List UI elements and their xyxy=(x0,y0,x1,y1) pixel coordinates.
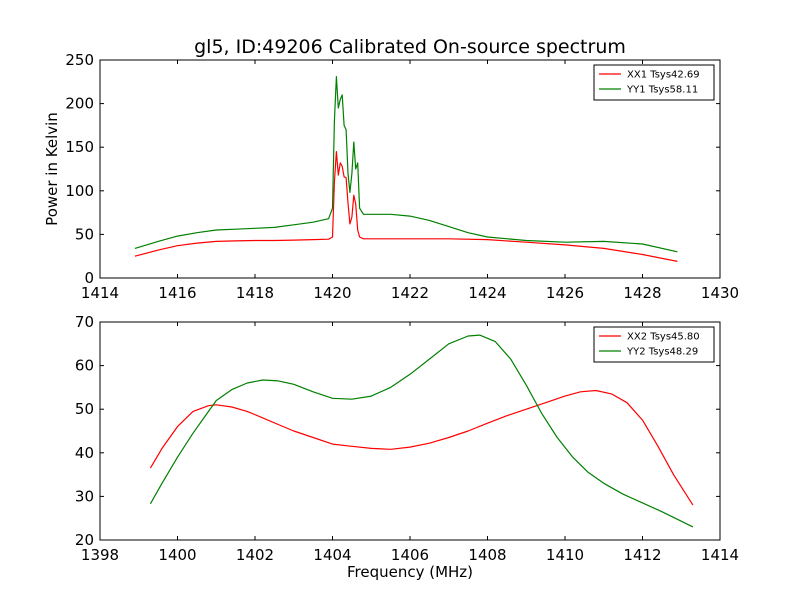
legend-label: YY2 Tsys48.29 xyxy=(626,347,698,358)
x-tick-label: 1420 xyxy=(313,284,351,302)
legend-label: YY1 Tsys58.11 xyxy=(626,85,698,96)
x-tick-label: 1400 xyxy=(158,546,196,564)
series-line-2-1 xyxy=(149,389,694,506)
y-tick-label: 150 xyxy=(65,138,94,156)
legend-label: XX1 Tsys42.69 xyxy=(627,70,700,81)
x-tick-label: 1418 xyxy=(236,284,274,302)
y-tick-label: 70 xyxy=(75,313,94,331)
x-tick-label: 1430 xyxy=(701,284,739,302)
series-line-1-1 xyxy=(134,151,678,262)
x-tick-label: 1412 xyxy=(623,546,661,564)
y-tick-label: 200 xyxy=(65,95,94,113)
legend-label: XX2 Tsys45.80 xyxy=(627,332,700,343)
chart-title: gl5, ID:49206 Calibrated On-source spect… xyxy=(194,36,626,58)
y-tick-label: 60 xyxy=(75,357,94,375)
x-tick-label: 1404 xyxy=(313,546,351,564)
y-tick-label: 20 xyxy=(75,531,94,549)
x-tick-label: 1398 xyxy=(81,546,119,564)
x-tick-label: 1410 xyxy=(546,546,584,564)
top-spectrum-panel: 1414 1416 1418 1420 1422 1424 1426 1428 1430 0 50 1… xyxy=(43,51,739,302)
series-line-2-2 xyxy=(149,334,694,528)
y-tick-label: 40 xyxy=(75,444,94,462)
x-tick-label: 1414 xyxy=(701,546,739,564)
x-tick-label: 1408 xyxy=(468,546,506,564)
x-tick-label: 1414 xyxy=(81,284,119,302)
x-tick-label: 1426 xyxy=(546,284,584,302)
y-tick-label: 50 xyxy=(75,400,94,418)
legend: XX1 Tsys42.69 YY1 Tsys58.11 xyxy=(593,64,715,101)
y-tick-label: 250 xyxy=(65,51,94,69)
legend-box xyxy=(593,64,715,101)
x-tick-label: 1406 xyxy=(391,546,429,564)
bottom-spectrum-panel: 1398 1400 1402 1404 1406 1408 1410 1412 1414 20 30… xyxy=(75,313,739,581)
x-tick-label: 1424 xyxy=(468,284,506,302)
y-tick-label: 0 xyxy=(84,269,94,287)
series-line-1-2 xyxy=(134,75,678,253)
legend-box xyxy=(593,326,715,363)
legend: XX2 Tsys45.80 YY2 Tsys48.29 xyxy=(593,326,715,363)
y-tick-label: 30 xyxy=(75,487,94,505)
y-axis-label: Power in Kelvin xyxy=(43,112,61,226)
y-tick-label: 100 xyxy=(65,182,94,200)
x-tick-label: 1416 xyxy=(158,284,196,302)
x-tick-label: 1428 xyxy=(623,284,661,302)
y-tick-label: 50 xyxy=(75,225,94,243)
x-tick-label: 1422 xyxy=(391,284,429,302)
x-tick-label: 1402 xyxy=(236,546,274,564)
x-axis-label: Frequency (MHz) xyxy=(347,563,473,581)
